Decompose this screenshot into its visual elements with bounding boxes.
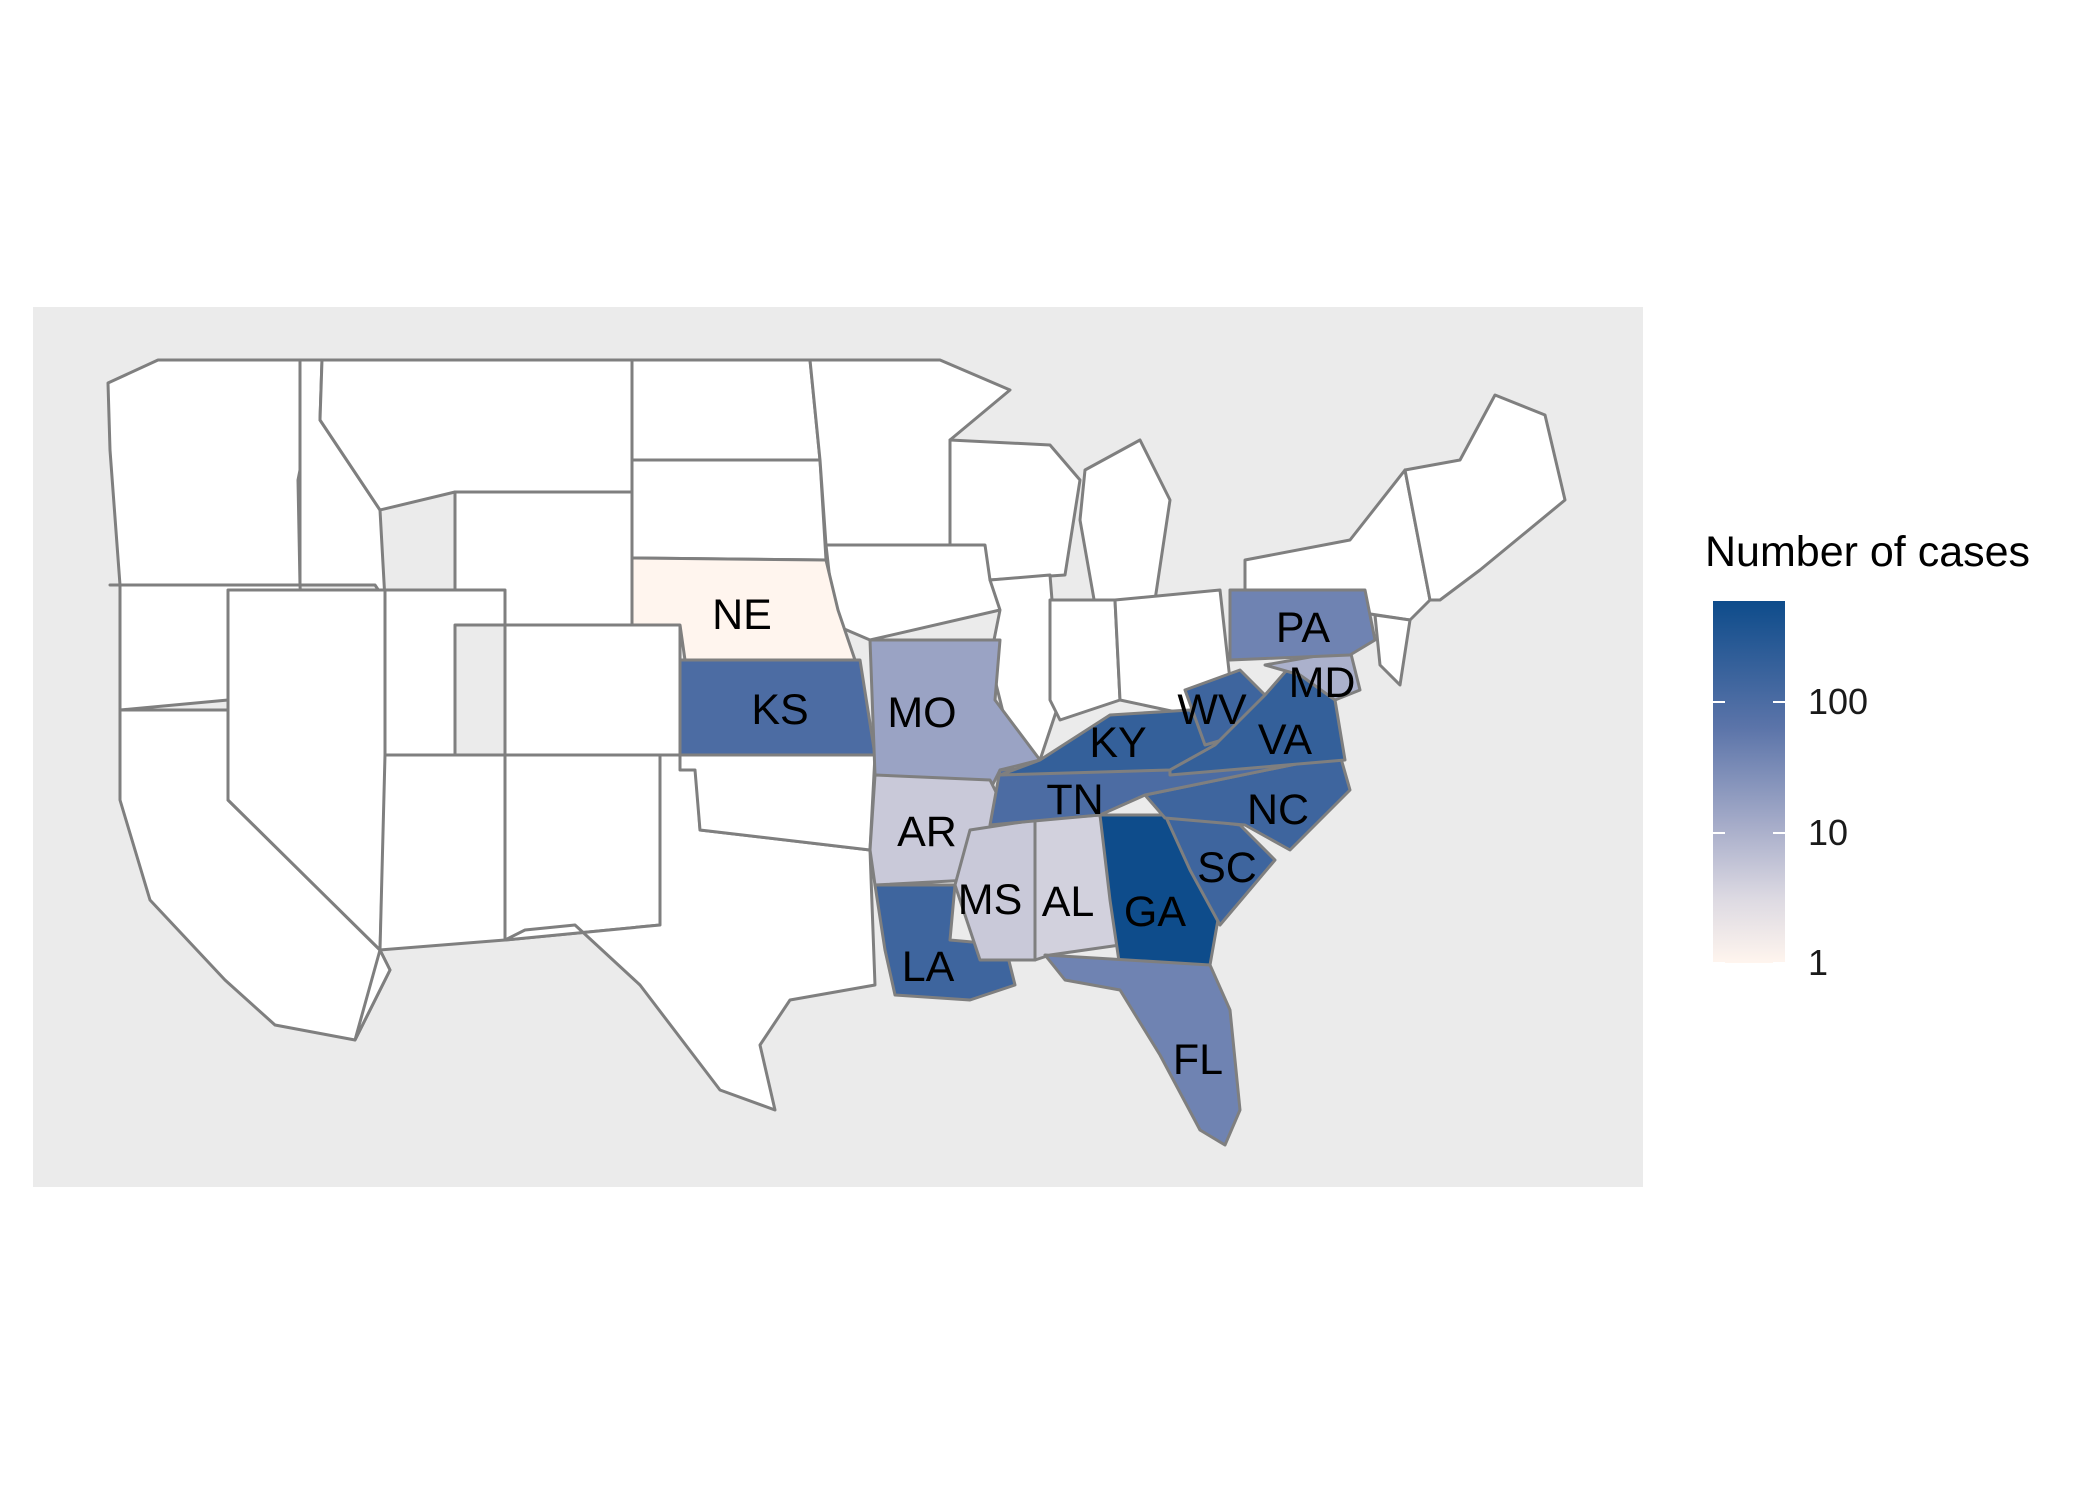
state-shape-in [1048,598,1122,722]
legend-label: 100 [1808,681,1869,723]
state-shape-pa [1228,588,1377,662]
state-shape-co [503,623,682,757]
state-shape-nm [503,753,662,942]
state-shape-fl [1043,953,1242,1147]
legend-tick-left [1713,701,1725,704]
state-label-mo: MO [887,689,956,737]
legend-tick-right [1773,962,1785,964]
legend-tick-left [1713,962,1725,964]
legend-label: 10 [1808,811,1849,853]
base-states [106,358,1567,1112]
legend-tick-right [1773,701,1785,704]
state-label-al: AL [1042,878,1095,926]
state-label-ks: KS [751,686,808,734]
state-label-ga: GA [1124,888,1186,936]
legend-colorbar [1713,601,1785,963]
legend-label: 1 [1808,942,1829,983]
legend: Number of cases 1 10 100 [1705,528,2085,983]
state-shape-wa [106,358,324,587]
state-label-wv: WV [1177,686,1247,734]
state-label-nc: NC [1247,786,1309,834]
state-shape-la [873,883,1017,1002]
state-label-ms: MS [958,876,1023,924]
legend-tick-left [1713,831,1725,834]
state-label-fl: FL [1173,1036,1223,1084]
state-label-ar: AR [897,808,957,856]
state-label-va: VA [1258,716,1312,764]
state-shape-nj [1373,613,1412,687]
data-states [630,556,1377,1147]
state-label-tn: TN [1046,776,1103,824]
state-label-sc: SC [1197,844,1257,892]
state-shape-ne-states [1403,393,1567,602]
state-shape-nd [630,358,822,462]
legend-title: Number of cases [1705,528,2031,576]
state-label-ky: KY [1089,719,1146,767]
state-shape-sd [630,458,828,562]
state-label-ne: NE [712,591,772,639]
state-shape-mt [318,358,634,512]
state-labels: NE KS MO AR LA MS AL GA FL SC NC TN KY W… [712,591,1355,1084]
state-label-pa: PA [1276,604,1330,652]
state-label-md: MD [1289,659,1356,707]
state-label-la: LA [902,943,955,991]
legend-tick-right [1773,831,1785,834]
